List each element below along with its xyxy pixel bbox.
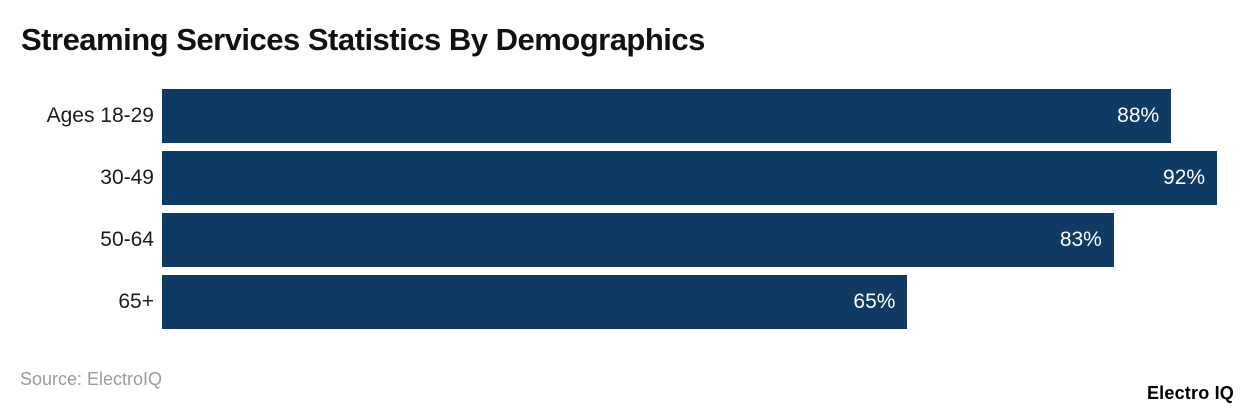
category-label: Ages 18-29 (46, 104, 154, 127)
bar-row: 50-64 83% (0, 213, 1240, 267)
bar-chart: Ages 18-29 88% 30-49 92% 50-64 83% 65+ 65% (0, 89, 1240, 329)
bar-row: 65+ 65% (0, 275, 1240, 329)
value-label: 65% (853, 290, 896, 313)
bar-track: 65% (162, 275, 1240, 329)
category-label: 65+ (118, 290, 154, 313)
value-label: 92% (1163, 166, 1206, 189)
bar: 65% (162, 275, 908, 329)
value-label: 83% (1059, 228, 1102, 251)
bar: 92% (162, 151, 1218, 205)
value-label: 88% (1117, 104, 1160, 127)
bar-track: 83% (162, 213, 1240, 267)
bar-track: 88% (162, 89, 1240, 143)
brand-logo: Electro IQ (1146, 383, 1234, 403)
chart-title: Streaming Services Statistics By Demogra… (21, 22, 705, 57)
source-note: Source: ElectroIQ (20, 369, 163, 389)
bar-track: 92% (162, 151, 1240, 205)
category-label: 50-64 (100, 228, 154, 251)
bar-row: 30-49 92% (0, 151, 1240, 205)
bar-row: Ages 18-29 88% (0, 89, 1240, 143)
bar: 88% (162, 89, 1172, 143)
category-label: 30-49 (100, 166, 154, 189)
bar: 83% (162, 213, 1114, 267)
